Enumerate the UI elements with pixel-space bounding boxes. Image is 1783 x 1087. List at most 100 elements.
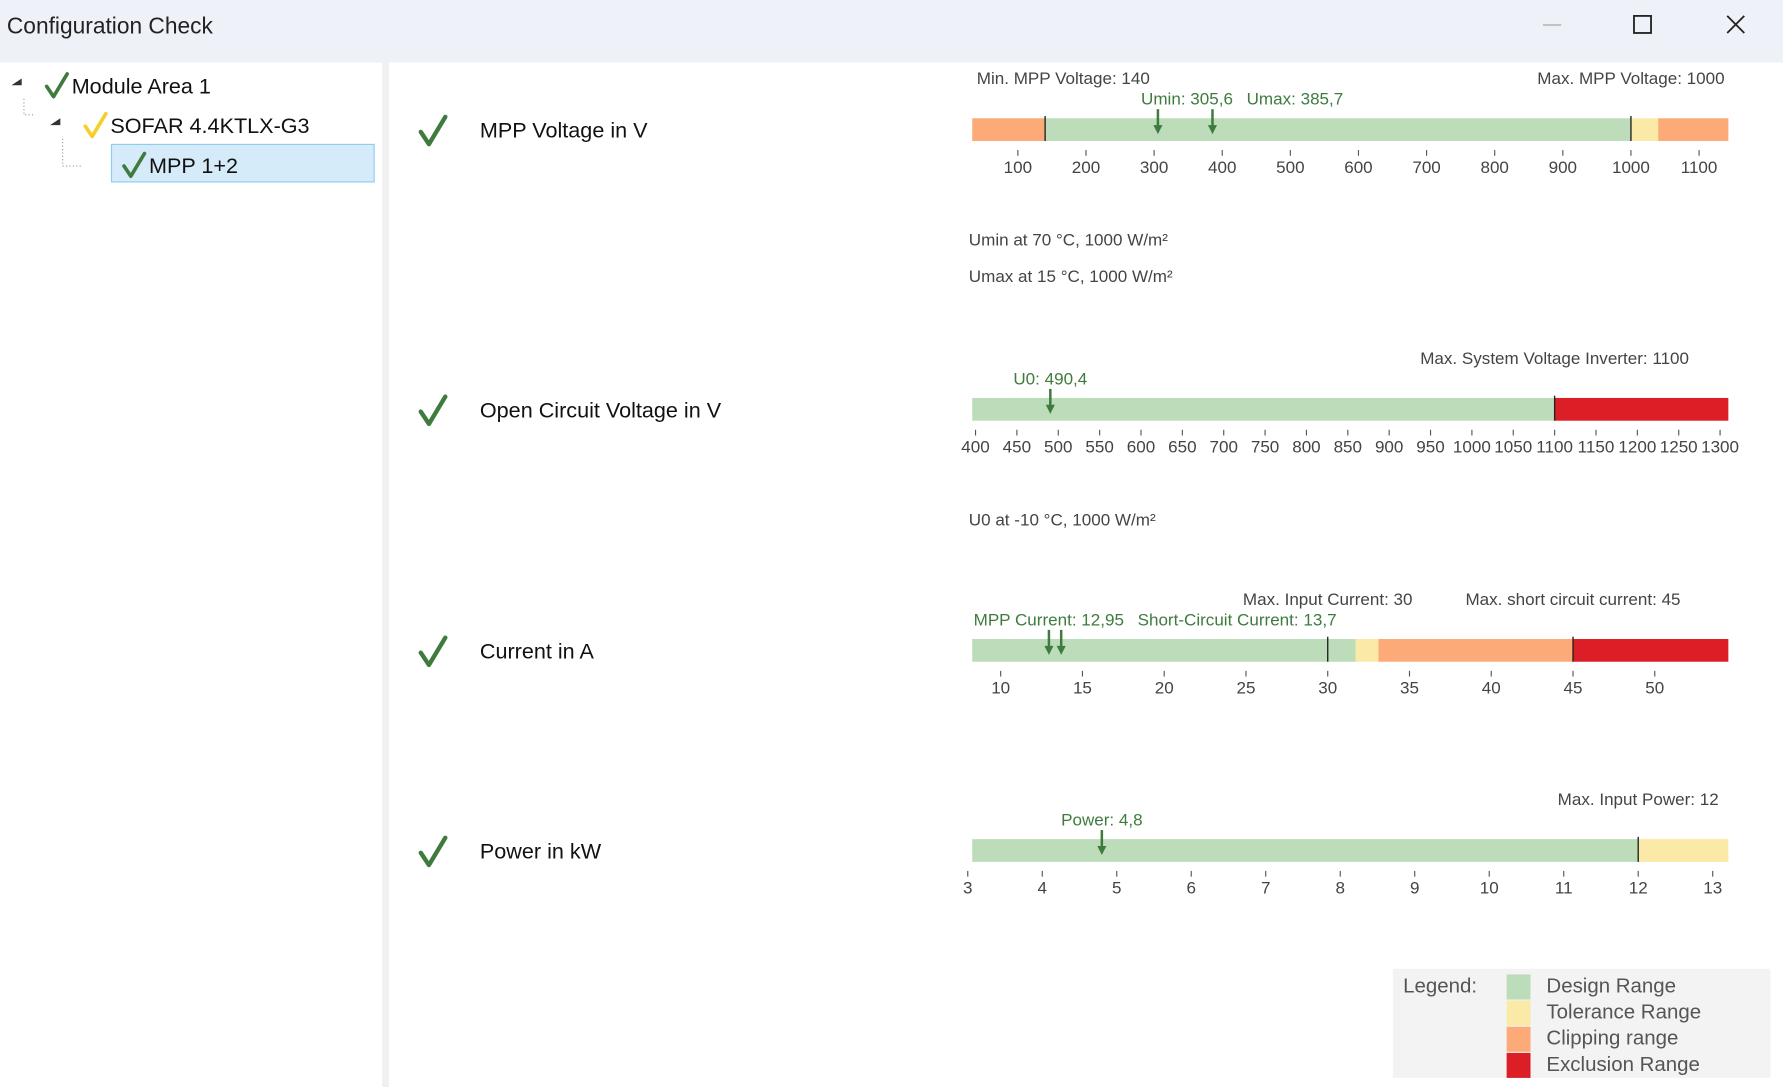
legend-label: Exclusion Range bbox=[1546, 1053, 1700, 1076]
x-tick-label: 30 bbox=[1318, 679, 1337, 698]
x-tick-label: 700 bbox=[1412, 158, 1440, 177]
check-label: Current in A bbox=[480, 638, 595, 663]
tree-label[interactable]: SOFAR 4.4KTLX-G3 bbox=[110, 113, 309, 138]
x-tick-label: 20 bbox=[1155, 679, 1174, 698]
value-marker-head bbox=[1045, 404, 1055, 414]
range-segment bbox=[972, 118, 1046, 141]
tree-expander bbox=[50, 118, 61, 126]
x-tick-label: 1250 bbox=[1660, 437, 1698, 456]
value-marker bbox=[1056, 629, 1066, 655]
value-marker-head bbox=[1097, 845, 1107, 856]
value-marker bbox=[1045, 388, 1055, 414]
legend-swatch bbox=[1506, 1052, 1531, 1078]
legend-swatch bbox=[1506, 974, 1531, 1000]
x-tick-label: 1200 bbox=[1618, 437, 1656, 456]
legend-title: Legend: bbox=[1403, 974, 1477, 997]
x-tick-label: 1050 bbox=[1494, 437, 1532, 456]
range-segment bbox=[1355, 639, 1379, 662]
x-tick-label: 5 bbox=[1112, 879, 1121, 898]
value-marker bbox=[1207, 109, 1218, 135]
x-tick-label: 700 bbox=[1209, 437, 1237, 456]
check-label: Power in kW bbox=[480, 838, 602, 863]
limit-label: Max. short circuit current: 45 bbox=[1465, 590, 1680, 609]
x-tick-label: 200 bbox=[1072, 158, 1100, 177]
x-tick-label: 850 bbox=[1334, 437, 1362, 456]
x-tick-label: 6 bbox=[1187, 879, 1196, 898]
legend-label: Design Range bbox=[1546, 974, 1676, 997]
x-tick-label: 10 bbox=[1480, 879, 1499, 898]
maximize-button[interactable] bbox=[1633, 15, 1652, 34]
check-status-icon bbox=[418, 394, 448, 427]
x-tick-label: 600 bbox=[1127, 437, 1155, 456]
x-tick-label: 300 bbox=[1140, 158, 1168, 177]
x-tick-label: 800 bbox=[1480, 158, 1508, 177]
x-tick-label: 950 bbox=[1416, 437, 1444, 456]
x-tick-label: 1100 bbox=[1681, 158, 1718, 177]
range-segment bbox=[972, 397, 1555, 421]
value-marker-label: Power: 4,8 bbox=[1061, 810, 1143, 829]
legend-swatch bbox=[1506, 1000, 1531, 1026]
splitter bbox=[382, 62, 389, 1087]
x-tick-label: 900 bbox=[1549, 158, 1577, 177]
range-segment bbox=[1658, 118, 1729, 141]
x-tick-label: 100 bbox=[1004, 158, 1032, 177]
x-tick-label: 12 bbox=[1629, 879, 1648, 898]
x-tick-label: 8 bbox=[1335, 879, 1344, 898]
x-tick-label: 15 bbox=[1073, 679, 1092, 698]
check-status-icon bbox=[418, 635, 448, 668]
value-marker-label: Umin: 305,6 bbox=[1141, 90, 1233, 109]
x-tick-label: 600 bbox=[1344, 158, 1372, 177]
tree-connector bbox=[62, 138, 81, 167]
legend-label: Clipping range bbox=[1546, 1027, 1678, 1050]
x-tick-label: 1150 bbox=[1578, 437, 1615, 456]
value-marker-label: U0: 490,4 bbox=[1013, 369, 1087, 388]
range-segment bbox=[1630, 118, 1659, 141]
x-tick-label: 750 bbox=[1251, 437, 1279, 456]
value-marker-head bbox=[1056, 645, 1066, 655]
value-marker-label: Short-Circuit Current: 13,7 bbox=[1138, 610, 1337, 629]
limit-label: Max. System Voltage Inverter: 1100 bbox=[1420, 349, 1689, 368]
tree-label[interactable]: Module Area 1 bbox=[72, 73, 211, 98]
limit-label: Min. MPP Voltage: 140 bbox=[977, 69, 1150, 88]
x-tick-label: 50 bbox=[1645, 679, 1664, 698]
x-tick-label: 10 bbox=[991, 679, 1010, 698]
range-segment bbox=[1378, 639, 1574, 662]
x-tick-label: 400 bbox=[961, 437, 989, 456]
check-note: Umax at 15 °C, 1000 W/m² bbox=[969, 267, 1173, 286]
x-tick-label: 1100 bbox=[1536, 437, 1573, 456]
x-tick-label: 500 bbox=[1044, 437, 1072, 456]
value-marker bbox=[1153, 109, 1163, 135]
x-tick-label: 500 bbox=[1276, 158, 1304, 177]
legend-box bbox=[1392, 968, 1771, 1078]
x-tick-label: 1000 bbox=[1453, 437, 1491, 456]
legend-swatch bbox=[1506, 1026, 1531, 1052]
tree-label[interactable]: MPP 1+2 bbox=[149, 153, 238, 178]
x-tick-label: 35 bbox=[1400, 679, 1419, 698]
x-tick-label: 650 bbox=[1168, 437, 1196, 456]
legend-label: Tolerance Range bbox=[1546, 1000, 1701, 1023]
range-segment bbox=[1573, 639, 1729, 662]
x-tick-label: 800 bbox=[1292, 437, 1320, 456]
x-tick-label: 25 bbox=[1236, 679, 1255, 698]
x-tick-label: 11 bbox=[1555, 879, 1573, 898]
check-status-icon bbox=[418, 835, 448, 868]
limit-label: Max. MPP Voltage: 1000 bbox=[1537, 69, 1724, 88]
value-marker-label: MPP Current: 12,95 bbox=[974, 610, 1124, 629]
x-tick-label: 3 bbox=[963, 879, 972, 898]
x-tick-label: 1300 bbox=[1701, 437, 1739, 456]
check-status-icon bbox=[418, 114, 448, 147]
check-note: Umin at 70 °C, 1000 W/m² bbox=[969, 231, 1168, 250]
value-marker bbox=[1044, 629, 1054, 655]
title-bar bbox=[0, 0, 1783, 63]
value-marker-label: Umax: 385,7 bbox=[1247, 90, 1344, 109]
range-segment bbox=[1638, 839, 1729, 862]
tree-status-icon bbox=[122, 151, 147, 179]
range-segment bbox=[1554, 397, 1729, 421]
x-tick-label: 45 bbox=[1564, 679, 1583, 698]
check-note: U0 at -10 °C, 1000 W/m² bbox=[969, 510, 1156, 529]
value-marker-head bbox=[1207, 125, 1218, 135]
close-button[interactable] bbox=[1726, 15, 1745, 34]
x-tick-label: 9 bbox=[1410, 879, 1419, 898]
x-tick-label: 7 bbox=[1261, 879, 1270, 898]
